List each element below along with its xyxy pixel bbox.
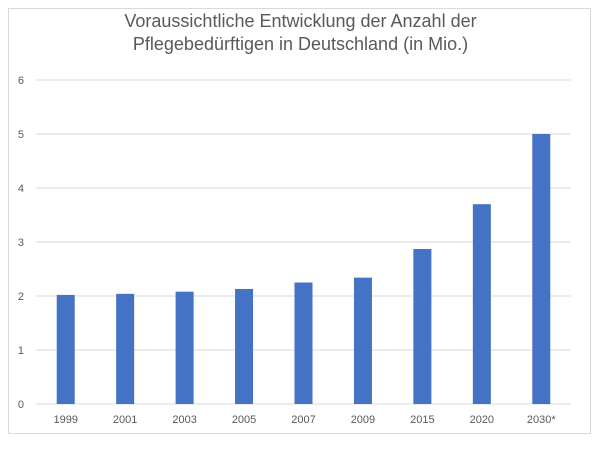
chart-title-line-1: Voraussichtliche Entwicklung der Anzahl … [124,11,477,31]
x-tick-label: 2001 [113,414,137,426]
bar-2005 [235,288,254,404]
y-tick-label: 0 [18,399,24,411]
x-tick-label: 2015 [410,414,434,426]
chart-title-line-2: Pflegebedürftigen in Deutschland (in Mio… [132,34,469,54]
y-tick-label: 5 [18,129,24,141]
bar-2009 [353,277,372,404]
bar-2020 [472,204,491,404]
y-tick-label: 1 [18,345,24,357]
y-tick-label: 4 [18,183,24,195]
y-tick-label: 2 [18,291,24,303]
bar-1999 [56,294,75,404]
x-tick-label: 2009 [351,414,375,426]
bar-2001 [116,293,135,404]
y-tick-label: 3 [18,237,24,249]
y-tick-label: 6 [18,75,24,87]
bar-2007 [294,282,313,404]
x-tick-label: 2020 [470,414,494,426]
x-tick-label: 2030* [527,414,556,426]
x-tick-label: 2003 [172,414,196,426]
bar-2030 [532,134,551,404]
x-tick-label: 1999 [53,414,77,426]
bar-2003 [175,291,194,404]
x-tick-label: 2007 [291,414,315,426]
x-tick-label: 2005 [232,414,256,426]
chart-title: Voraussichtliche Entwicklung der Anzahl … [0,10,601,56]
bar-2015 [413,249,432,404]
